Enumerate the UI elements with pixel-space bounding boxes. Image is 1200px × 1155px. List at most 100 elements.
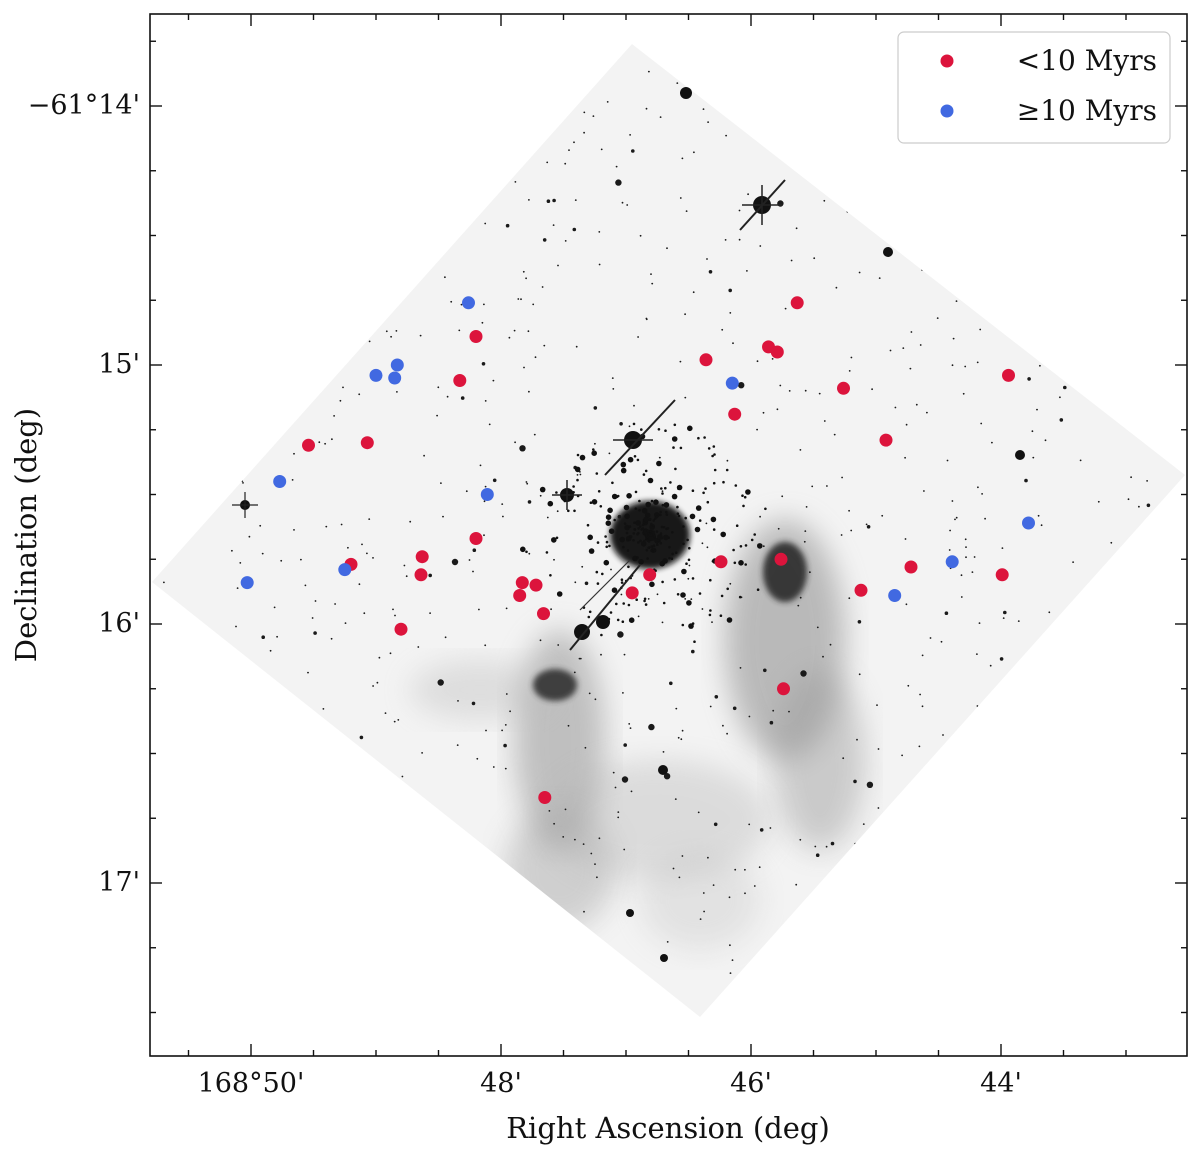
field-star bbox=[342, 386, 344, 389]
field-star bbox=[224, 266, 226, 268]
field-star bbox=[1048, 611, 1051, 614]
cluster-star bbox=[681, 568, 687, 575]
cluster-star bbox=[691, 489, 695, 493]
field-star bbox=[1117, 614, 1120, 616]
field-star bbox=[989, 664, 992, 667]
cluster-star bbox=[653, 517, 657, 520]
x-tick-label: 168°50' bbox=[198, 1068, 305, 1099]
field-star bbox=[1017, 620, 1020, 622]
cluster-star bbox=[686, 538, 689, 542]
field-star bbox=[699, 918, 702, 920]
field-star bbox=[291, 479, 294, 481]
field-star bbox=[568, 149, 570, 152]
cluster-star bbox=[608, 544, 611, 548]
field-star bbox=[484, 885, 487, 888]
field-star bbox=[1086, 259, 1089, 262]
field-star bbox=[458, 152, 460, 155]
field-star bbox=[456, 744, 459, 746]
legend-box bbox=[897, 31, 1171, 144]
field-star bbox=[993, 260, 996, 262]
field-star bbox=[759, 245, 762, 247]
cluster-star bbox=[650, 549, 653, 552]
field-star bbox=[1059, 671, 1062, 674]
field-star bbox=[442, 60, 447, 64]
field-star bbox=[1059, 418, 1064, 422]
field-star bbox=[572, 227, 577, 232]
field-star bbox=[1145, 630, 1148, 633]
cluster-star bbox=[659, 510, 662, 514]
field-star bbox=[224, 687, 227, 690]
field-star bbox=[890, 968, 893, 971]
field-star bbox=[314, 147, 317, 150]
field-star bbox=[1074, 272, 1077, 274]
field-star bbox=[822, 655, 824, 658]
cluster-star bbox=[576, 478, 579, 482]
field-star bbox=[431, 990, 433, 992]
field-star bbox=[1174, 392, 1176, 395]
cluster-star bbox=[643, 599, 646, 603]
field-star bbox=[1106, 905, 1109, 908]
field-star bbox=[339, 399, 342, 402]
field-star bbox=[629, 727, 632, 729]
cluster-star bbox=[635, 598, 638, 601]
field-star bbox=[865, 1016, 867, 1017]
field-star bbox=[1037, 514, 1040, 517]
field-star bbox=[261, 552, 264, 555]
sky-image bbox=[152, 44, 1185, 1017]
field-star bbox=[280, 559, 283, 562]
field-star bbox=[1136, 908, 1139, 911]
young-star-point bbox=[415, 550, 429, 564]
bright-star bbox=[680, 87, 692, 99]
field-star bbox=[330, 637, 333, 640]
field-star bbox=[276, 635, 278, 638]
field-star bbox=[856, 1010, 859, 1013]
cluster-star bbox=[573, 509, 576, 513]
field-star bbox=[235, 162, 238, 164]
field-star bbox=[1139, 592, 1141, 595]
field-star bbox=[714, 695, 719, 699]
field-star bbox=[395, 330, 398, 332]
field-star bbox=[248, 855, 253, 860]
cluster-star bbox=[605, 514, 612, 520]
field-star bbox=[904, 538, 907, 540]
cluster-star bbox=[634, 507, 638, 511]
field-star bbox=[1033, 939, 1038, 944]
field-star bbox=[1019, 340, 1021, 342]
field-star bbox=[428, 573, 433, 578]
field-star bbox=[505, 223, 510, 228]
cluster-star bbox=[682, 542, 685, 546]
field-star bbox=[797, 604, 800, 607]
field-star bbox=[972, 963, 974, 966]
cluster-star bbox=[609, 611, 613, 614]
field-star bbox=[256, 423, 259, 425]
field-star bbox=[1155, 628, 1158, 630]
field-star bbox=[902, 347, 905, 349]
field-star bbox=[1032, 456, 1035, 459]
field-star bbox=[711, 621, 713, 623]
field-star bbox=[569, 915, 572, 917]
cluster-star bbox=[638, 559, 644, 565]
field-star bbox=[240, 730, 243, 733]
cluster-star bbox=[637, 527, 640, 530]
field-star bbox=[269, 649, 272, 652]
field-star bbox=[852, 948, 855, 951]
field-star bbox=[527, 500, 532, 504]
field-star bbox=[726, 459, 729, 462]
cluster-star bbox=[620, 467, 627, 474]
field-star bbox=[175, 977, 178, 980]
field-star bbox=[1133, 865, 1136, 867]
field-star bbox=[235, 625, 237, 628]
cluster-star bbox=[591, 499, 598, 505]
field-star bbox=[376, 883, 378, 886]
young-star-point bbox=[453, 374, 467, 387]
field-star bbox=[1078, 770, 1081, 772]
field-star bbox=[576, 474, 579, 476]
cluster-star bbox=[615, 602, 618, 606]
field-star bbox=[437, 144, 445, 152]
cluster-star bbox=[645, 548, 649, 552]
field-star bbox=[209, 111, 211, 113]
field-star bbox=[254, 358, 259, 362]
field-star bbox=[397, 831, 400, 834]
field-star bbox=[894, 406, 897, 409]
cluster-star bbox=[660, 525, 664, 529]
